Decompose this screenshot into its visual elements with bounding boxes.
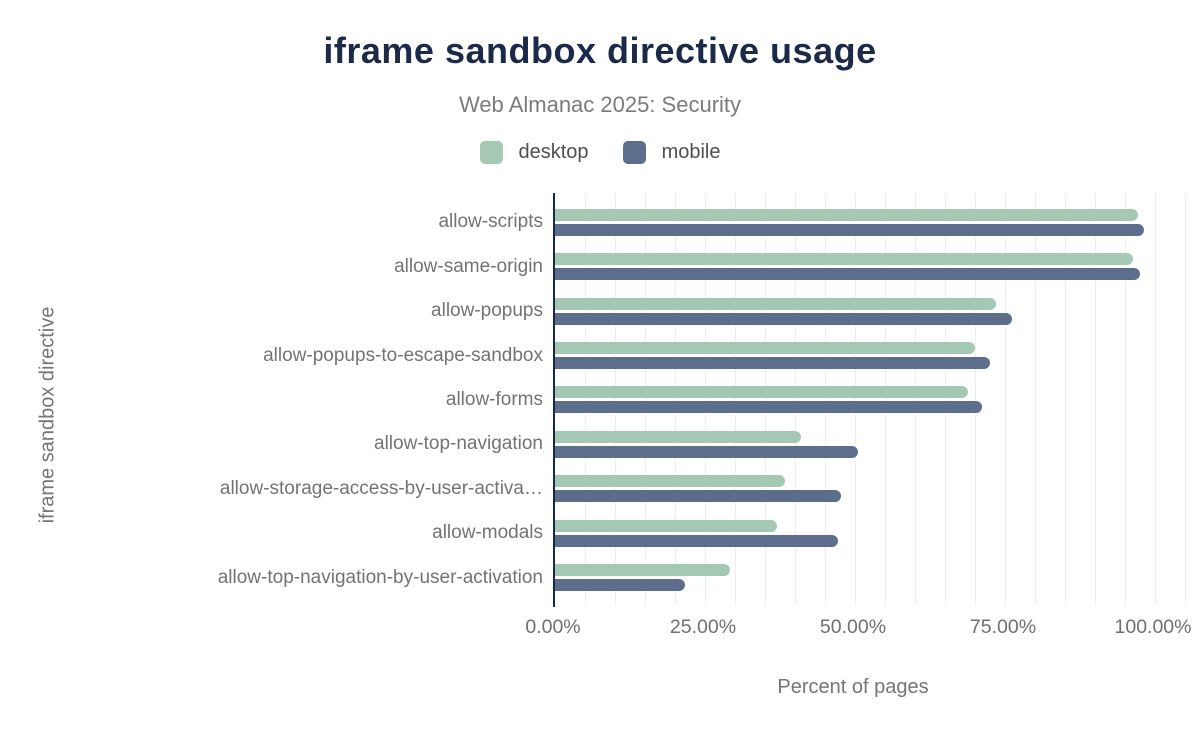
bar-group [555,564,1185,592]
legend-label-mobile: mobile [661,141,721,163]
x-axis-ticks: 0.00% 25.00% 50.00% 75.00% 100.00% [525,616,1191,642]
chart-row: allow-forms [0,378,1185,422]
x-tick-label: 0.00% [525,616,581,638]
category-label: allow-top-navigation [374,433,543,455]
bar-desktop [555,475,786,488]
legend-label-desktop: desktop [518,141,589,163]
gridline [1185,193,1186,605]
gridline [1005,193,1006,605]
category-label: allow-popups [431,300,543,322]
x-tick-label: 50.00% [819,616,887,638]
bar-desktop [555,564,731,577]
bar-desktop [555,386,969,399]
chart-row: allow-scripts [0,200,1185,244]
category-label: allow-modals [432,522,543,544]
gridline [855,193,856,605]
bar-group [555,253,1185,281]
bar-desktop [555,253,1133,266]
gridlines [555,193,1186,605]
x-tick-label: 100.00% [1114,616,1192,638]
legend-item-desktop: desktop [479,141,589,164]
bar-desktop [555,430,801,443]
chart-row: allow-modals [0,511,1185,555]
gridline [1125,193,1126,605]
gridline [1095,193,1096,605]
category-label: allow-top-navigation-by-user-activation [217,566,543,588]
bar-group [555,386,1185,414]
gridline [1155,193,1156,605]
gridline [1035,193,1036,605]
gridline [825,193,826,605]
x-tick-label: 25.00% [669,616,737,638]
bar-group [555,297,1185,325]
bar-rows: allow-scripts allow-same-origin allow-popu… [0,200,1185,600]
category-label: allow-storage-access-by-user-activa… [219,477,543,499]
x-tick-label: 75.00% [969,616,1037,638]
bar-desktop [555,208,1139,221]
bar-mobile [555,401,983,414]
gridline [945,193,946,605]
category-label: allow-forms [445,388,543,410]
legend-swatch-mobile [622,141,646,164]
bar-mobile [555,490,842,503]
bar-group [555,208,1185,236]
gridline [615,193,616,605]
category-label: allow-scripts [438,211,543,233]
chart-title: iframe sandbox directive usage [323,30,877,71]
chart-subtitle: Web Almanac 2025: Security [458,92,742,117]
chart-row: allow-storage-access-by-user-activa… [0,467,1185,511]
gridline [705,193,706,605]
gridline [735,193,736,605]
gridline [765,193,766,605]
bar-desktop [555,342,975,355]
chart-row: allow-popups-to-escape-sandbox [0,333,1185,377]
gridline [915,193,916,605]
bar-desktop [555,297,996,310]
gridline [795,193,796,605]
gridline [645,193,646,605]
bar-mobile [555,223,1145,236]
legend-swatch-desktop [479,141,503,164]
legend-item-mobile: mobile [622,141,721,164]
bar-mobile [555,579,685,592]
x-axis-title: Percent of pages [777,676,929,698]
bar-mobile [555,268,1140,281]
bar-group [555,519,1185,547]
category-label: allow-popups-to-escape-sandbox [263,344,543,366]
gridline [975,193,976,605]
chart-row: allow-same-origin [0,244,1185,288]
gridline [885,193,886,605]
category-label: allow-same-origin [394,255,543,277]
bar-mobile [555,445,858,458]
gridline [1064,193,1066,605]
chart-row: allow-popups [0,289,1185,333]
bar-group [555,430,1185,458]
bar-group [555,342,1185,370]
gridline [675,193,676,605]
y-axis-line [553,193,555,607]
bar-desktop [555,519,777,532]
chart-row: allow-top-navigation [0,422,1185,466]
chart-legend: desktop mobile [0,141,1200,164]
bar-mobile [555,357,990,370]
bar-mobile [555,312,1013,325]
bar-mobile [555,534,838,547]
gridline [585,193,586,605]
bar-group [555,475,1185,503]
chart-row: allow-top-navigation-by-user-activation [0,556,1185,600]
